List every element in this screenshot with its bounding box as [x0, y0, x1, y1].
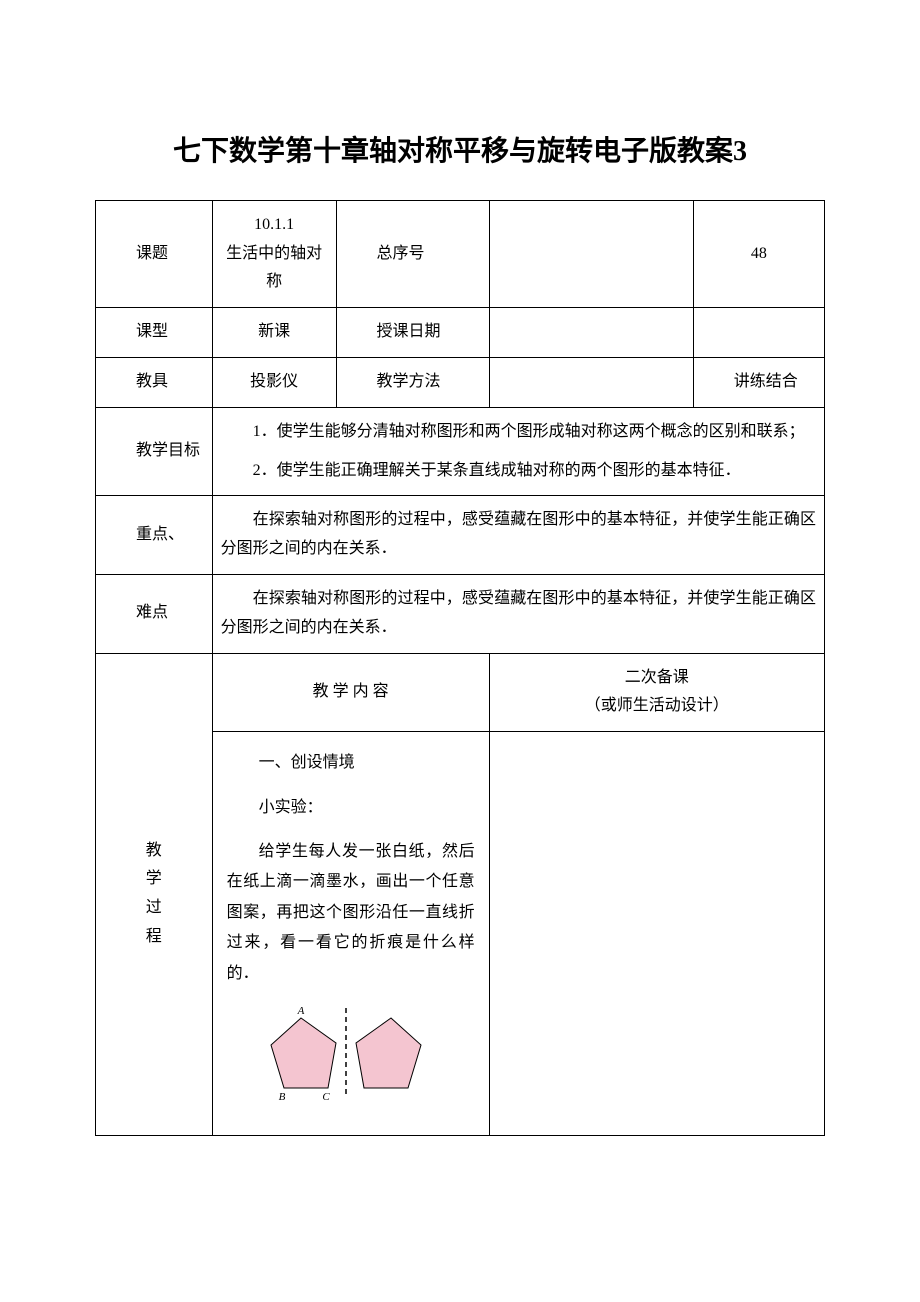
- row-type: 课型 新课 授课日期: [96, 308, 825, 358]
- header-content: 教 学 内 容: [212, 653, 489, 732]
- value-keypoint: 在探索轴对称图形的过程中，感受蕴藏在图形中的基本特征，并使学生能正确区分图形之间…: [212, 496, 824, 575]
- label-objective: 教学目标: [96, 407, 213, 496]
- process-char-1: 教: [104, 837, 204, 866]
- value-seq: 48: [693, 200, 824, 307]
- row-topic: 课题 10.1.1 生活中的轴对称 总序号 48: [96, 200, 825, 307]
- value-difficulty: 在探索轴对称图形的过程中，感受蕴藏在图形中的基本特征，并使学生能正确区分图形之间…: [212, 574, 824, 653]
- pentagon-right: [356, 1018, 421, 1088]
- process-char-3: 过: [104, 894, 204, 923]
- label-difficulty: 难点: [96, 574, 213, 653]
- label-process: 教 学 过 程: [96, 653, 213, 1135]
- objective-text-1: 1．使学生能够分清轴对称图形和两个图形成轴对称这两个概念的区别和联系；: [221, 418, 816, 447]
- objective-text-2: 2．使学生能正确理解关于某条直线成轴对称的两个图形的基本特征．: [221, 457, 816, 486]
- label-keypoint: 重点、: [96, 496, 213, 575]
- label-type: 课型: [96, 308, 213, 358]
- document-title: 七下数学第十章轴对称平移与旋转电子版教案3: [95, 130, 825, 175]
- value-method: 讲练结合: [693, 357, 824, 407]
- blank-date-1: [489, 308, 693, 358]
- process-char-4: 程: [104, 923, 204, 952]
- blank-method: [489, 357, 693, 407]
- content-body-cell: 一、创设情境 小实验： 给学生每人发一张白纸，然后在纸上滴一滴墨水，画出一个任意…: [212, 732, 489, 1136]
- value-tool: 投影仪: [212, 357, 336, 407]
- vertex-label-B: B: [278, 1091, 285, 1103]
- notes-header-line1: 二次备课: [498, 664, 816, 693]
- experiment-label: 小实验：: [227, 793, 475, 823]
- objective-label-text: 教学目标: [104, 437, 204, 466]
- label-seq: 总序号: [336, 200, 489, 307]
- row-difficulty: 难点 在探索轴对称图形的过程中，感受蕴藏在图形中的基本特征，并使学生能正确区分图…: [96, 574, 825, 653]
- row-objective: 教学目标 1．使学生能够分清轴对称图形和两个图形成轴对称这两个概念的区别和联系；…: [96, 407, 825, 496]
- section-title: 一、创设情境: [227, 748, 475, 778]
- row-content-header: 教 学 过 程 教 学 内 容 二次备课 （或师生活动设计）: [96, 653, 825, 732]
- label-tool: 教具: [96, 357, 213, 407]
- row-keypoint: 重点、 在探索轴对称图形的过程中，感受蕴藏在图形中的基本特征，并使学生能正确区分…: [96, 496, 825, 575]
- notes-body-cell: [489, 732, 824, 1136]
- notes-header-line2: （或师生活动设计）: [498, 692, 816, 721]
- experiment-text: 给学生每人发一张白纸，然后在纸上滴一滴墨水，画出一个任意图案，再把这个图形沿任一…: [227, 837, 475, 989]
- label-method: 教学方法: [336, 357, 489, 407]
- row-tool: 教具 投影仪 教学方法 讲练结合: [96, 357, 825, 407]
- value-type: 新课: [212, 308, 336, 358]
- blank-seq: [489, 200, 693, 307]
- process-char-2: 学: [104, 865, 204, 894]
- value-topic: 10.1.1 生活中的轴对称: [212, 200, 336, 307]
- value-objective: 1．使学生能够分清轴对称图形和两个图形成轴对称这两个概念的区别和联系； 2．使学…: [212, 407, 824, 496]
- diagram-container: A B C: [227, 1003, 475, 1119]
- label-date: 授课日期: [336, 308, 489, 358]
- lesson-plan-table: 课题 10.1.1 生活中的轴对称 总序号 48 课型 新课 授课日期 教具 投…: [95, 200, 825, 1136]
- pentagon-symmetry-diagram: A B C: [266, 1003, 436, 1108]
- header-notes: 二次备课 （或师生活动设计）: [489, 653, 824, 732]
- label-topic: 课题: [96, 200, 213, 307]
- vertex-label-A: A: [296, 1005, 304, 1017]
- pentagon-left: [271, 1018, 336, 1088]
- value-date: [693, 308, 824, 358]
- vertex-label-C: C: [322, 1091, 330, 1103]
